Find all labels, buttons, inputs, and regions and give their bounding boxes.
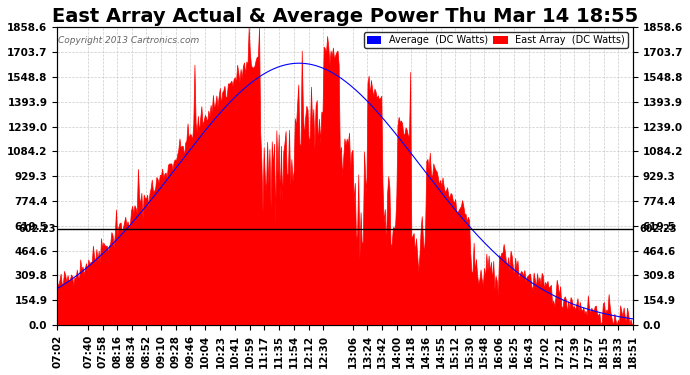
Title: East Array Actual & Average Power Thu Mar 14 18:55: East Array Actual & Average Power Thu Ma… — [52, 7, 638, 26]
Text: 602.23: 602.23 — [18, 224, 56, 234]
Legend: Average  (DC Watts), East Array  (DC Watts): Average (DC Watts), East Array (DC Watts… — [364, 32, 628, 48]
Text: 602.23: 602.23 — [640, 224, 678, 234]
Text: Copyright 2013 Cartronics.com: Copyright 2013 Cartronics.com — [58, 36, 199, 45]
